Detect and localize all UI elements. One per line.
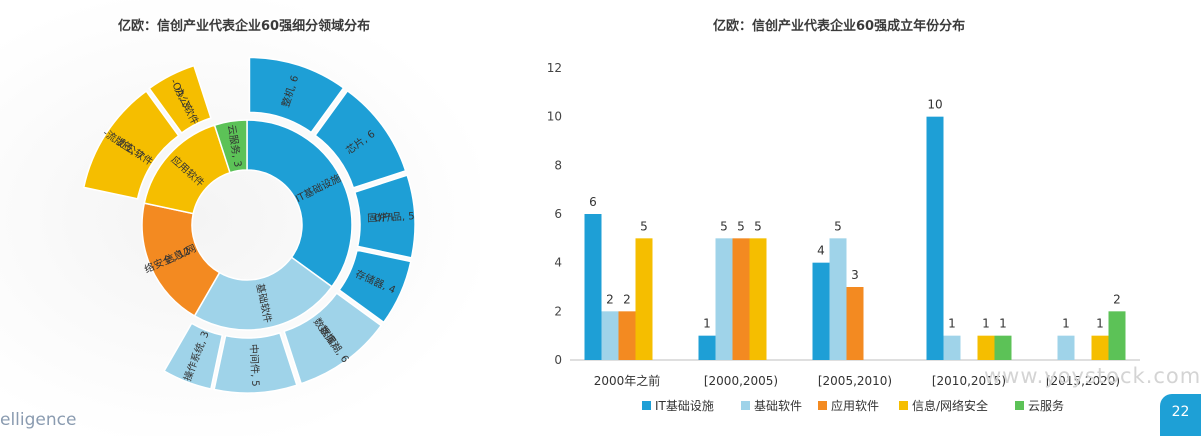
legend-label: 云服务 [1028, 399, 1065, 413]
page-number-badge: 22 [1160, 394, 1201, 436]
legend-item: 云服务 [1015, 397, 1064, 414]
legend-swatch [741, 401, 750, 410]
sunburst-outer-segment [283, 292, 383, 385]
bar [635, 238, 653, 360]
bar-value-label: 5 [834, 219, 842, 233]
bar-value-label: 1 [1096, 317, 1104, 331]
legend-label: 应用软件 [831, 399, 880, 413]
bar [994, 335, 1012, 360]
bar [715, 238, 733, 360]
x-tick-label: [2005,2010) [818, 374, 892, 388]
sunburst-inner-segment [213, 119, 248, 174]
bar-value-label: 2 [623, 292, 631, 306]
sunburst-outer-label: 固件/I [367, 211, 394, 224]
sunburst-outer-segment [314, 89, 407, 189]
bar [943, 335, 961, 360]
bar-value-label: 1 [948, 317, 956, 331]
x-tick-label: [2010,2015) [932, 374, 1006, 388]
legend-label: 信息/网络安全 [912, 399, 989, 413]
x-tick-label: [2000,2005) [704, 374, 778, 388]
brand-text: elligence [0, 410, 77, 430]
legend-swatch [642, 401, 651, 410]
bar [977, 335, 995, 360]
legend-item: IT基础设施 [642, 397, 714, 414]
bar [926, 116, 944, 361]
legend-item: 基础软件 [741, 397, 802, 414]
y-tick-label: 4 [554, 256, 562, 270]
y-tick-label: 2 [554, 304, 562, 318]
bar [601, 311, 619, 360]
sunburst-inner-segment [246, 119, 353, 288]
bar-value-label: 1 [1062, 317, 1070, 331]
bar-chart-legend: IT基础设施 基础软件 应用软件 信息/网络安全 云服务 [0, 397, 1201, 417]
y-tick-label: 8 [554, 158, 562, 172]
sunburst-inner-segment [193, 256, 333, 331]
sunburst-title: 亿欧：信创产业代表企业60强细分领域分布 [118, 19, 371, 34]
bar-value-label: 5 [754, 219, 762, 233]
bar-value-label: 5 [737, 219, 745, 233]
legend-swatch [818, 401, 827, 410]
sunburst-outer-segment [213, 331, 298, 394]
bar-value-label: 5 [640, 219, 648, 233]
bar-value-label: 1 [703, 317, 711, 331]
bar-value-label: 5 [720, 219, 728, 233]
bar [812, 262, 830, 360]
bar [749, 238, 767, 360]
bar [732, 238, 750, 360]
sunburst-outer-label: 中间件, 5 [247, 344, 262, 387]
legend-swatch [899, 401, 908, 410]
legend-label: 基础软件 [754, 399, 803, 413]
y-tick-label: 6 [554, 207, 562, 221]
sunburst-outer-segment [353, 174, 416, 259]
legend-item: 信息/网络安全 [899, 397, 988, 414]
bar [1057, 335, 1075, 360]
bar [584, 214, 602, 360]
bar [698, 335, 716, 360]
bar-chart-title: 亿欧：信创产业代表企业60强成立年份分布 [713, 19, 966, 34]
bar-value-label: 1 [982, 317, 990, 331]
x-tick-label: [2015,2020) [1046, 374, 1120, 388]
y-tick-label: 0 [554, 353, 562, 367]
bar [618, 311, 636, 360]
y-tick-label: 10 [547, 110, 562, 124]
bar [846, 287, 864, 360]
bar-value-label: 4 [817, 244, 825, 258]
sunburst-outer-segment [148, 64, 212, 134]
bar-value-label: 2 [1113, 292, 1121, 306]
watermark: www.yoystock.com [984, 364, 1201, 388]
sunburst-outer-segment [338, 249, 412, 324]
bar-value-label: 6 [589, 195, 597, 209]
bar [1108, 311, 1126, 360]
bar [1091, 335, 1109, 360]
x-tick-label: 2000年之前 [594, 373, 661, 388]
bar [829, 238, 847, 360]
sunburst-outer-segment [248, 56, 345, 134]
bar-value-label: 2 [606, 292, 614, 306]
bar-value-label: 3 [851, 268, 859, 282]
y-tick-label: 12 [547, 61, 562, 75]
sunburst-outer-label: O产品, 5 [374, 209, 415, 224]
sunburst-outer-segment [163, 322, 224, 390]
bar-value-label: 1 [999, 317, 1007, 331]
bar-value-label: 10 [927, 98, 942, 112]
legend-item: 应用软件 [818, 397, 879, 414]
sunburst-outer-segment [82, 90, 180, 200]
legend-swatch [1015, 401, 1024, 410]
legend-label: IT基础设施 [655, 399, 714, 413]
